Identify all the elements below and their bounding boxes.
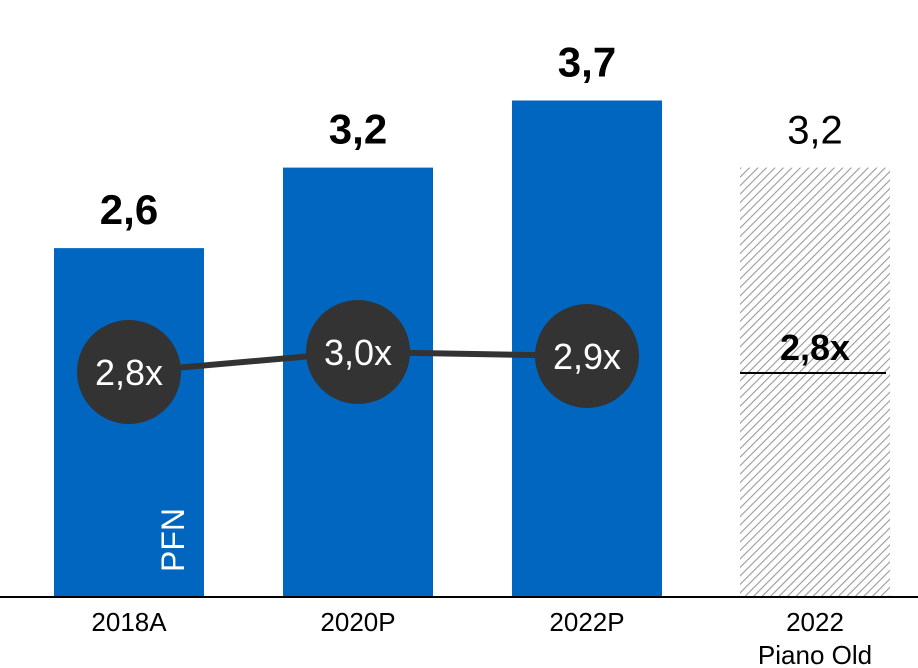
- category-sublabel: Piano Old: [758, 640, 872, 668]
- value-label: 3,7: [558, 39, 616, 86]
- category-label: 2022P: [549, 607, 624, 637]
- multiples-line-layer: [77, 300, 886, 424]
- labels-layer: 2,6 2018A 3,2 2020P 3,7 2022P 3,2 2022 Piano Old…: [91, 39, 872, 668]
- bar-2022-hatched: [740, 167, 890, 597]
- multiple-marker: [306, 300, 410, 404]
- category-label: 2020P: [320, 607, 395, 637]
- category-label: 2022: [786, 607, 844, 637]
- multiple-label: 3,0x: [324, 332, 392, 373]
- multiple-label: 2,9x: [553, 336, 621, 377]
- reference-label: 2,8x: [780, 327, 850, 368]
- bar-annotation: PFN: [155, 508, 191, 572]
- category-label: 2018A: [91, 607, 167, 637]
- multiple-marker: [77, 320, 181, 424]
- multiple-marker: [535, 304, 639, 408]
- value-label: 3,2: [787, 109, 843, 153]
- value-label: 2,6: [100, 186, 158, 233]
- value-label: 3,2: [329, 106, 387, 153]
- multiple-label: 2,8x: [95, 352, 163, 393]
